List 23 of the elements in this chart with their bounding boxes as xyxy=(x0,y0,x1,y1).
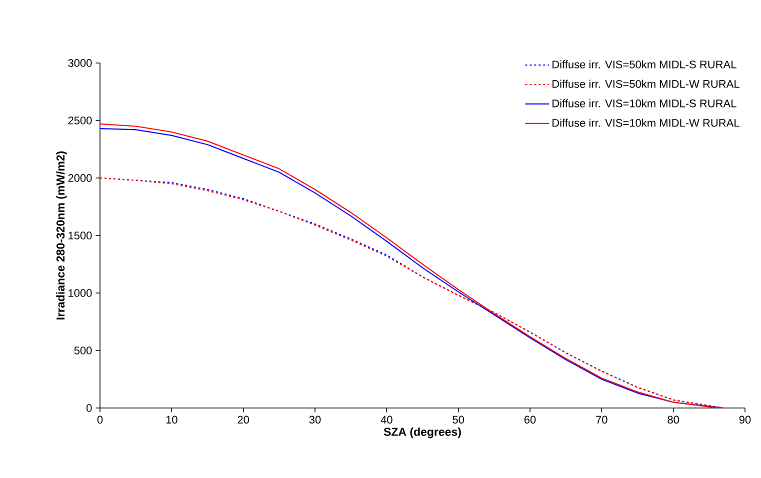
x-tick-label: 0 xyxy=(97,416,103,424)
legend-label: Diffuse irr. VIS=50km MIDL-W RURAL xyxy=(552,80,740,88)
x-tick-label: 60 xyxy=(524,416,536,424)
y-tick-label: 3000 xyxy=(68,59,92,67)
x-tick-label: 80 xyxy=(668,416,679,424)
x-tick-label: 40 xyxy=(380,416,392,424)
x-tick-label: 10 xyxy=(166,416,178,424)
y-axis-title: Irradiance 280-320nm (mW/m2) xyxy=(56,151,67,320)
y-tick-label: 1000 xyxy=(68,289,92,297)
x-tick-label: 70 xyxy=(596,416,608,424)
x-tick-label: 20 xyxy=(238,416,250,424)
x-tick-label: 50 xyxy=(452,416,464,424)
y-tick-label: 2500 xyxy=(68,116,92,124)
x-tick-label: 90 xyxy=(739,416,751,424)
x-tick-label: 30 xyxy=(309,416,321,424)
y-tick-label: 500 xyxy=(74,346,92,354)
legend-label: Diffuse irr. VIS=10km MIDL-S RURAL xyxy=(552,99,736,108)
legend-label: Diffuse irr. VIS=10km MIDL-W RURAL xyxy=(552,118,740,127)
y-tick-label: 1500 xyxy=(68,232,92,240)
x-axis-title: SZA (degrees) xyxy=(384,427,461,438)
y-tick-label: 2000 xyxy=(68,174,92,182)
legend-label: Diffuse irr. VIS=50km MIDL-S RURAL xyxy=(552,60,736,68)
y-tick-label: 0 xyxy=(86,404,92,412)
